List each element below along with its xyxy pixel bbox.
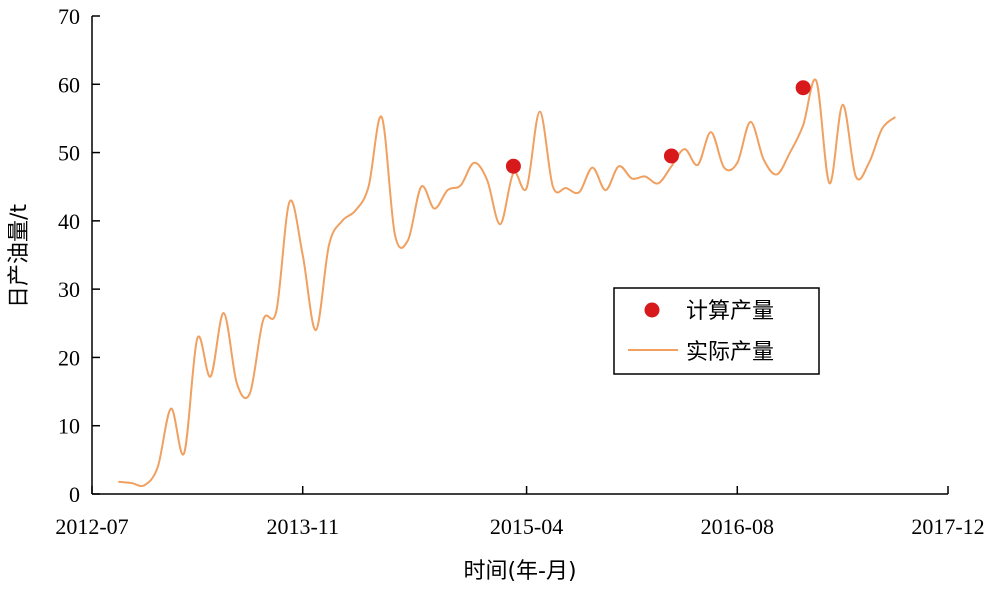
legend-marker-calculated — [644, 302, 660, 318]
calculated-production-point — [795, 80, 811, 96]
x-axis-title: 时间(年-月) — [463, 559, 576, 584]
axis-ticks: 0 10 20 30 40 50 60 70 2012-07 2013-11 2015-04 2016… — [55, 4, 984, 539]
x-tick-label: 2013-11 — [266, 514, 339, 539]
y-tick-label: 20 — [58, 345, 80, 370]
x-tick-label: 2017-12 — [911, 514, 984, 539]
legend-label-calculated: 计算产量 — [686, 299, 774, 324]
legend: 计算产量 实际产量 — [613, 287, 820, 375]
actual-production-line — [118, 78, 896, 488]
x-tick-label: 2012-07 — [55, 514, 128, 539]
y-tick-label: 10 — [58, 414, 80, 439]
y-tick-label: 50 — [58, 141, 80, 166]
y-tick-label: 40 — [58, 209, 80, 234]
plot-area — [118, 78, 896, 488]
y-tick-label: 70 — [58, 4, 80, 29]
y-tick-label: 0 — [69, 482, 80, 507]
y-tick-label: 60 — [58, 72, 80, 97]
calculated-production-point — [663, 148, 679, 164]
x-tick-label: 2016-08 — [701, 514, 774, 539]
legend-label-actual: 实际产量 — [686, 340, 774, 365]
calculated-production-point — [505, 158, 521, 174]
y-tick-label: 30 — [58, 277, 80, 302]
axes — [91, 16, 948, 495]
legend-box — [613, 287, 820, 375]
y-axis-title: 日产油量/t — [7, 204, 32, 308]
x-tick-label: 2015-04 — [490, 514, 563, 539]
